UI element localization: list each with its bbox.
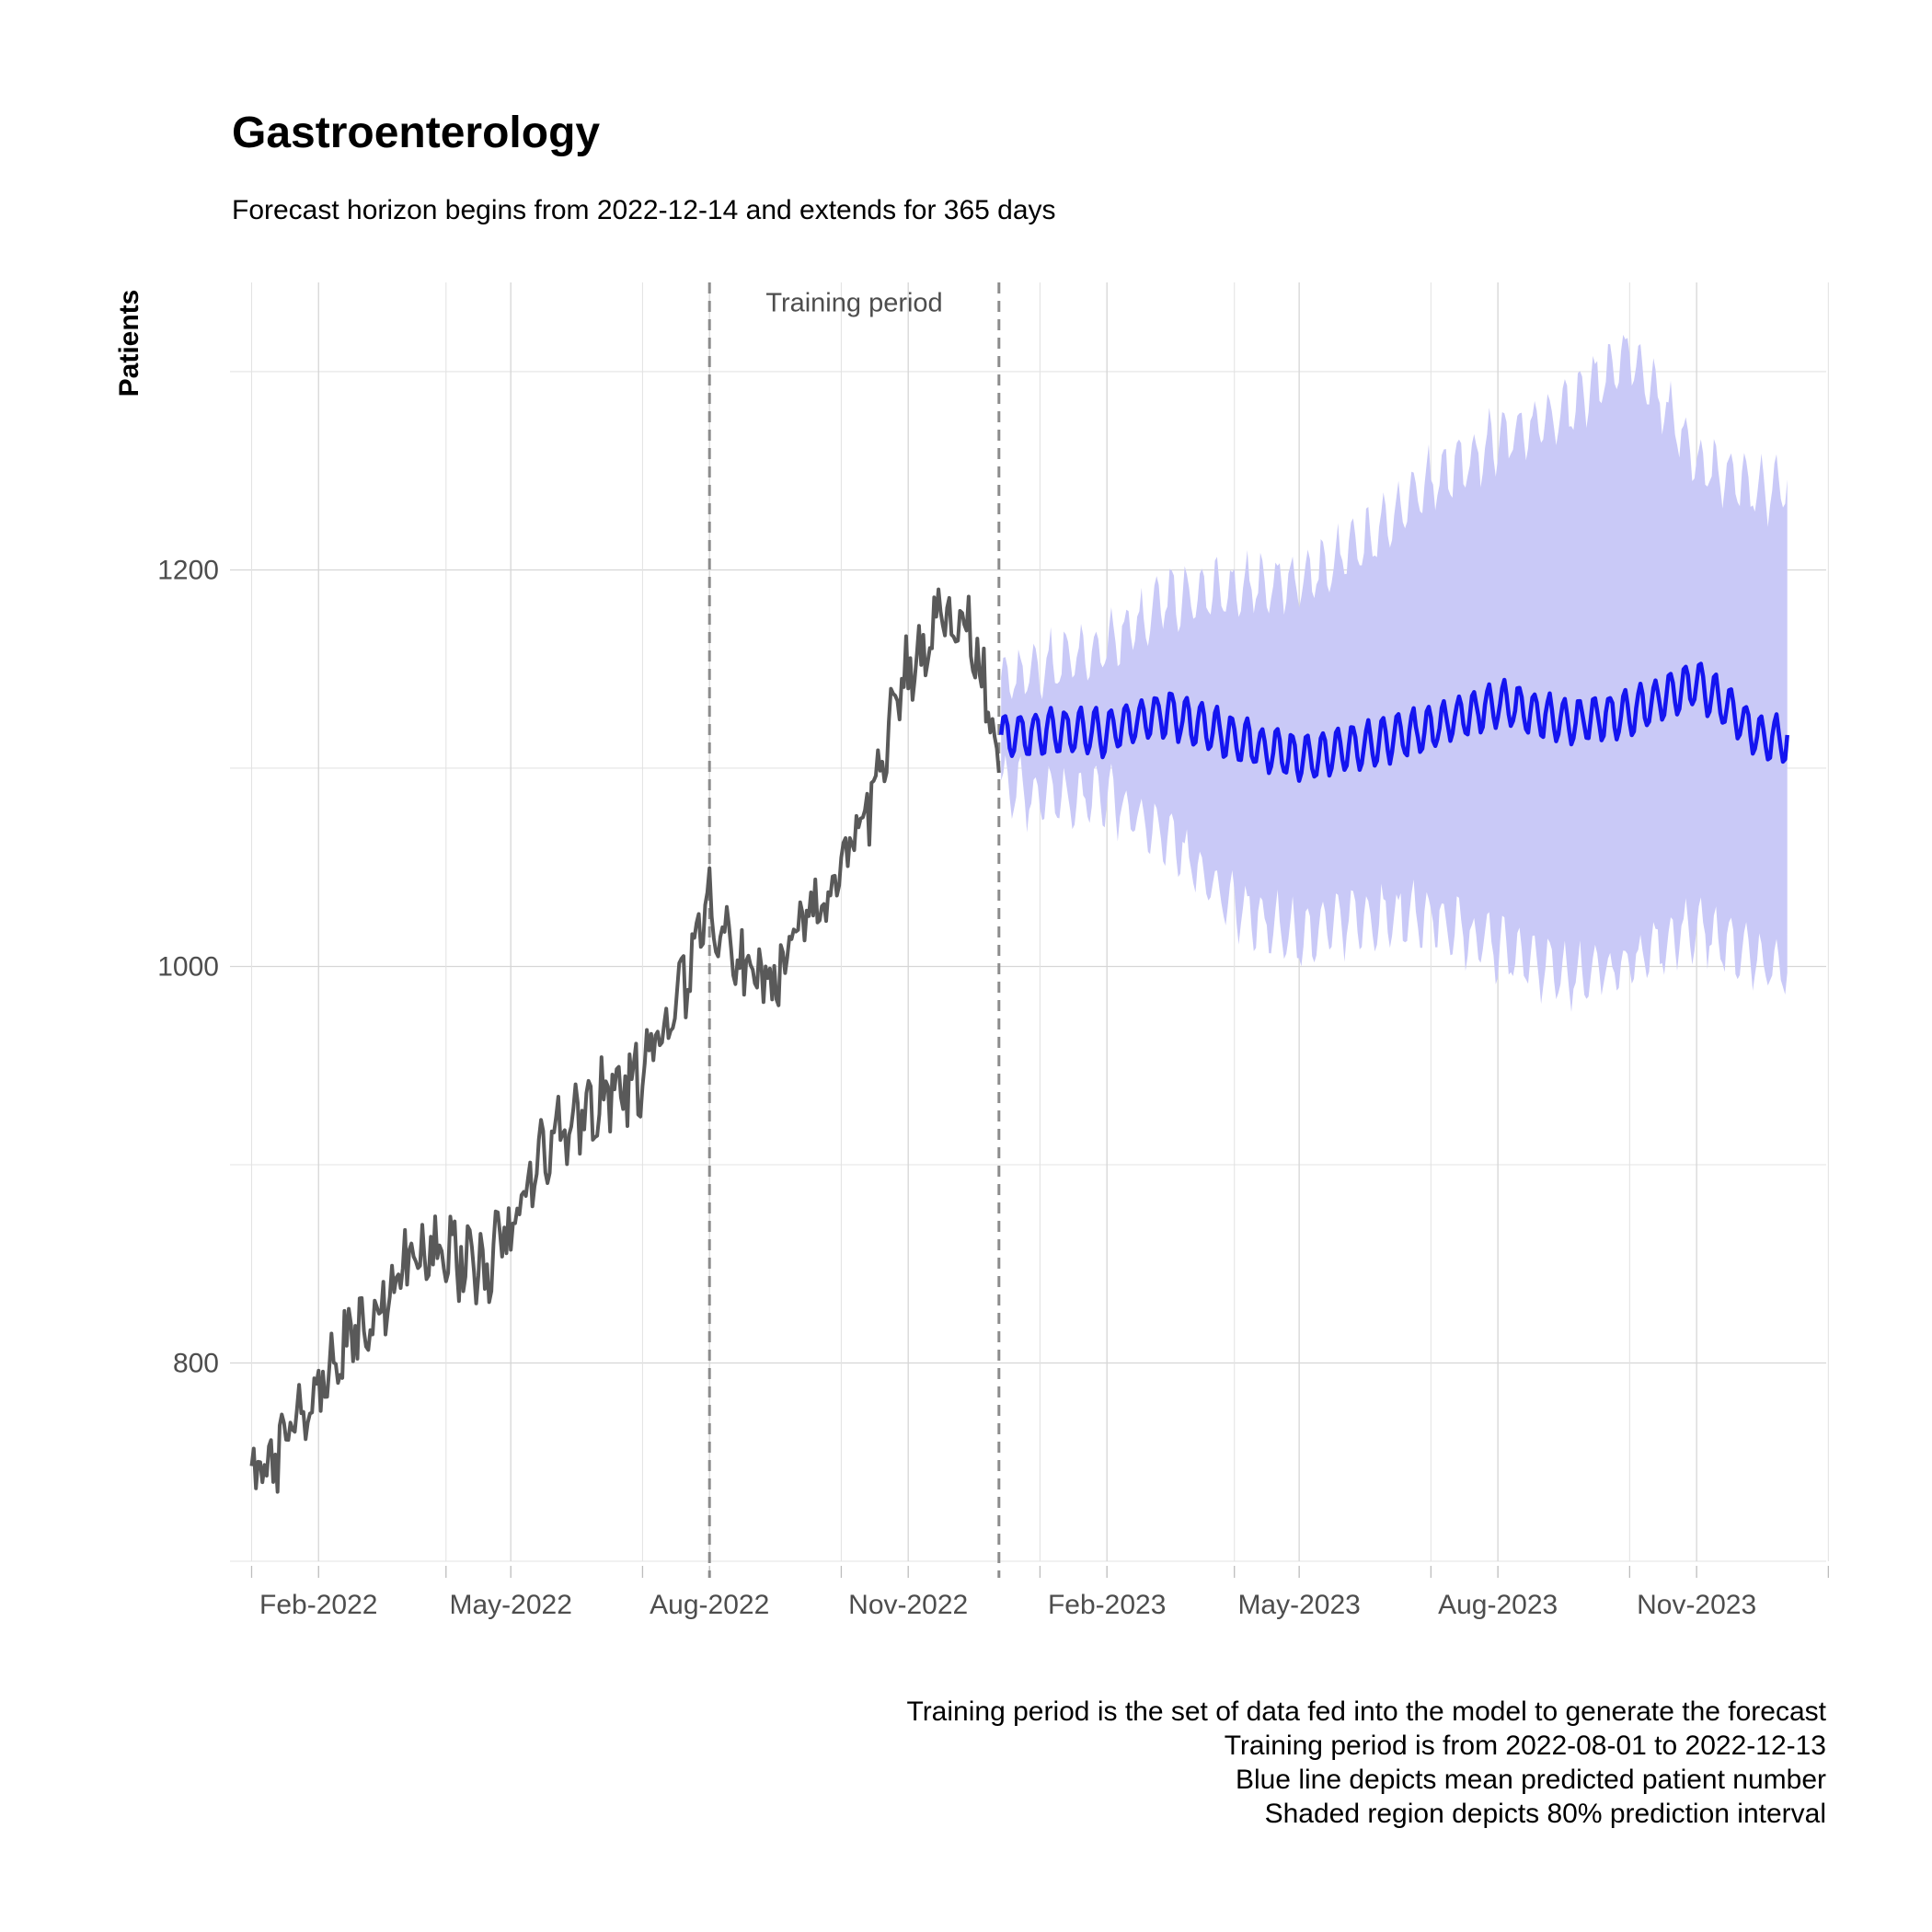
y-tick-label: 800 [173,1348,219,1378]
series-layer [249,587,1789,1494]
x-tick-label: Aug-2022 [650,1590,769,1620]
grid-layer [230,282,1829,1578]
caption-line-1: Training period is the set of data fed i… [906,1696,1826,1727]
x-tick-label: Nov-2023 [1637,1590,1756,1620]
actual-patients-line [249,587,1001,1494]
tick-layer: 800 1000 1200 Feb-2022 May-2022 Aug-2022 Nov-2… [157,555,1756,1620]
x-tick-label: Aug-2023 [1438,1590,1558,1620]
y-tick-label: 1000 [157,951,219,982]
caption-line-4: Shaded region depicts 80% prediction int… [1265,1799,1826,1829]
training-period-label: Training period [765,289,942,318]
x-tick-label: Nov-2022 [848,1590,968,1620]
caption-line-2: Training period is from 2022-08-01 to 20… [1225,1731,1826,1761]
x-tick-label: Feb-2023 [1048,1590,1166,1620]
y-tick-label: 1200 [157,555,219,585]
x-tick-label: May-2022 [450,1590,572,1620]
y-axis-label: Patients [114,290,144,397]
caption-line-3: Blue line depicts mean predicted patient… [1236,1765,1826,1795]
prediction-interval-band [1001,334,1788,1013]
interval-layer [1001,334,1788,1013]
x-tick-label: May-2023 [1237,1590,1360,1620]
chart-title: Gastroenterology [232,109,600,157]
chart-subtitle: Forecast horizon begins from 2022-12-14 … [232,195,1056,225]
forecast-mean-line [998,661,1789,783]
training-lines-layer [707,282,1001,1578]
x-tick-label: Feb-2022 [259,1590,377,1620]
